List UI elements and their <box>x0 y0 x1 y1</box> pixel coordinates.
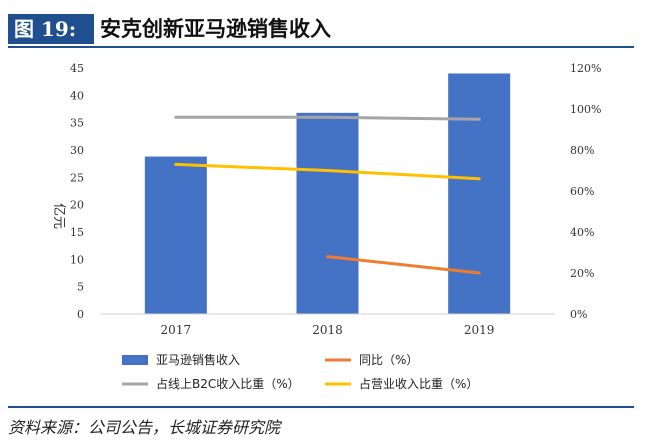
left-tick-label: 15 <box>70 226 84 239</box>
left-tick-label: 25 <box>70 171 84 184</box>
right-tick-label: 40% <box>570 226 594 239</box>
left-tick-label: 10 <box>70 253 84 266</box>
series-line <box>174 162 481 181</box>
source-note: 资料来源：公司公告，长城证券研究院 <box>8 418 281 437</box>
y-axis-label: 亿元 <box>51 203 66 229</box>
left-tick-label: 35 <box>70 117 84 130</box>
left-tick-label: 45 <box>70 62 84 75</box>
legend-label: 亚马逊销售收入 <box>156 352 240 367</box>
left-tick-label: 40 <box>70 89 84 102</box>
chart-canvas: 0 5 10 15 20 25 30 35 40 45 0% 20% 40% 60% 80% 100% 120… <box>51 62 601 391</box>
bar <box>144 156 207 314</box>
right-tick-label: 0% <box>570 308 587 321</box>
line-series <box>174 115 481 275</box>
series-line <box>174 115 481 121</box>
title-divider <box>8 46 634 48</box>
left-tick-label: 30 <box>70 144 84 157</box>
right-tick-label: 100% <box>570 103 601 116</box>
right-tick-label: 80% <box>570 144 594 157</box>
x-tick-label: 2018 <box>312 323 343 337</box>
bar <box>448 73 511 314</box>
series-line <box>326 255 481 275</box>
bar <box>296 112 359 315</box>
left-axis: 0 5 10 15 20 25 30 35 40 45 <box>70 62 84 321</box>
bar-series <box>144 73 511 315</box>
left-tick-label: 5 <box>77 281 84 294</box>
legend-label: 占营业收入比重（%） <box>359 376 478 391</box>
footer-divider <box>8 406 634 408</box>
legend-label: 占线上B2C收入比重（%） <box>156 376 300 391</box>
legend: 亚马逊销售收入 同比（%） 占线上B2C收入比重（%） 占营业收入比重（%） <box>122 352 478 391</box>
figure-label: 图 19: <box>8 14 94 44</box>
left-tick-label: 20 <box>70 199 84 212</box>
chart-title: 安克创新亚马逊销售收入 <box>100 17 331 41</box>
x-axis: 2017 2018 2019 <box>100 313 555 337</box>
x-tick-label: 2019 <box>464 323 495 337</box>
left-tick-label: 0 <box>77 308 84 321</box>
x-tick-label: 2017 <box>161 323 192 337</box>
right-tick-label: 60% <box>570 185 594 198</box>
right-tick-label: 20% <box>570 267 594 280</box>
legend-label: 同比（%） <box>359 353 418 367</box>
figure-header: 图 19: 安克创新亚马逊销售收入 <box>8 12 634 48</box>
right-tick-label: 120% <box>570 62 601 75</box>
right-axis: 0% 20% 40% 60% 80% 100% 120% <box>570 62 601 321</box>
legend-swatch <box>122 355 148 365</box>
